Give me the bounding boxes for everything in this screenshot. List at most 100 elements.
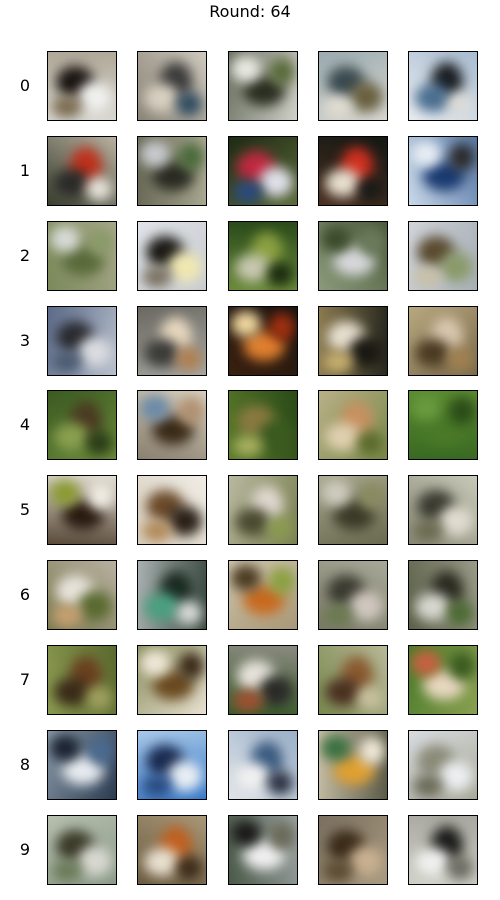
image-blob (142, 775, 172, 797)
image-blob (449, 652, 475, 680)
image-blob (231, 820, 261, 846)
image-blob (54, 678, 90, 706)
image-blob (267, 516, 293, 540)
image-blob (178, 652, 204, 680)
image-blob (349, 591, 383, 621)
sample-image (318, 221, 388, 291)
sample-image (47, 221, 117, 291)
image-blob (178, 143, 204, 171)
sample-image (47, 475, 117, 545)
image-blob (168, 506, 202, 536)
sample-image (408, 475, 478, 545)
image-blob (259, 167, 293, 197)
sample-image (137, 306, 207, 376)
sample-image (408, 390, 478, 460)
image-blob (52, 351, 82, 373)
image-blob (269, 822, 295, 850)
image-blob (86, 686, 112, 710)
image-blob (413, 520, 443, 542)
image-blob (233, 181, 263, 203)
image-blob (323, 605, 353, 627)
image-blob (325, 169, 361, 197)
image-blob (78, 846, 112, 876)
sample-image (228, 390, 298, 460)
sample-image (408, 51, 478, 121)
sample-image (318, 475, 388, 545)
sample-image (228, 645, 298, 715)
image-blob (269, 567, 295, 595)
image-blob (168, 252, 202, 282)
row-label: 1 (19, 161, 31, 180)
sample-image (408, 560, 478, 630)
sample-image (47, 730, 117, 800)
image-blob (235, 763, 271, 791)
sample-image (228, 560, 298, 630)
row-label: 9 (19, 840, 31, 859)
image-blob (411, 650, 441, 676)
image-blob (176, 347, 202, 371)
image-blob (447, 347, 473, 371)
image-blob (349, 846, 383, 876)
image-blob (231, 565, 261, 591)
row-label: 2 (19, 246, 31, 265)
sample-image (408, 730, 478, 800)
sample-image (137, 560, 207, 630)
image-blob (323, 96, 353, 118)
sample-image (137, 136, 207, 206)
sample-image (137, 390, 207, 460)
image-blob (359, 228, 385, 256)
image-blob (359, 482, 385, 510)
sample-image (408, 221, 478, 291)
row-label: 5 (19, 500, 31, 519)
row-label: 8 (19, 755, 31, 774)
image-blob (413, 775, 443, 797)
image-blob (259, 421, 293, 451)
image-blob (449, 397, 475, 425)
image-blob (415, 339, 451, 367)
image-blob (411, 395, 441, 421)
image-blob (50, 735, 80, 761)
image-blob (233, 435, 263, 457)
image-blob (411, 141, 441, 167)
sample-image (228, 730, 298, 800)
image-blob (176, 92, 202, 116)
row-label: 6 (19, 585, 31, 604)
sample-image (137, 51, 207, 121)
image-blob (447, 856, 473, 880)
image-blob (168, 761, 202, 791)
image-blob (78, 82, 112, 112)
sample-image (228, 815, 298, 885)
image-blob (235, 508, 271, 536)
sample-image (408, 645, 478, 715)
image-blob (88, 737, 114, 765)
image-blob (86, 177, 112, 201)
sample-image (47, 306, 117, 376)
sample-image (408, 815, 478, 885)
image-blob (50, 480, 80, 506)
image-blob (447, 601, 473, 625)
sample-image (228, 51, 298, 121)
sample-image (228, 136, 298, 206)
image-blob (78, 591, 112, 621)
sample-image (408, 306, 478, 376)
image-blob (415, 84, 451, 112)
image-blob (323, 351, 353, 373)
image-blob (88, 228, 114, 256)
sample-image (228, 306, 298, 376)
image-blob (78, 337, 112, 367)
image-blob (233, 690, 263, 712)
image-blob (325, 423, 361, 451)
image-blob (144, 84, 180, 112)
sample-image (137, 730, 207, 800)
image-blob (439, 506, 473, 536)
sample-image (228, 221, 298, 291)
image-blob (267, 771, 293, 795)
row-label: 4 (19, 415, 31, 434)
row-label: 0 (19, 76, 31, 95)
sample-image (318, 560, 388, 630)
image-blob (50, 226, 80, 252)
row-label: 3 (19, 331, 31, 350)
sample-image (318, 51, 388, 121)
image-blob (54, 423, 90, 451)
sample-image (228, 475, 298, 545)
